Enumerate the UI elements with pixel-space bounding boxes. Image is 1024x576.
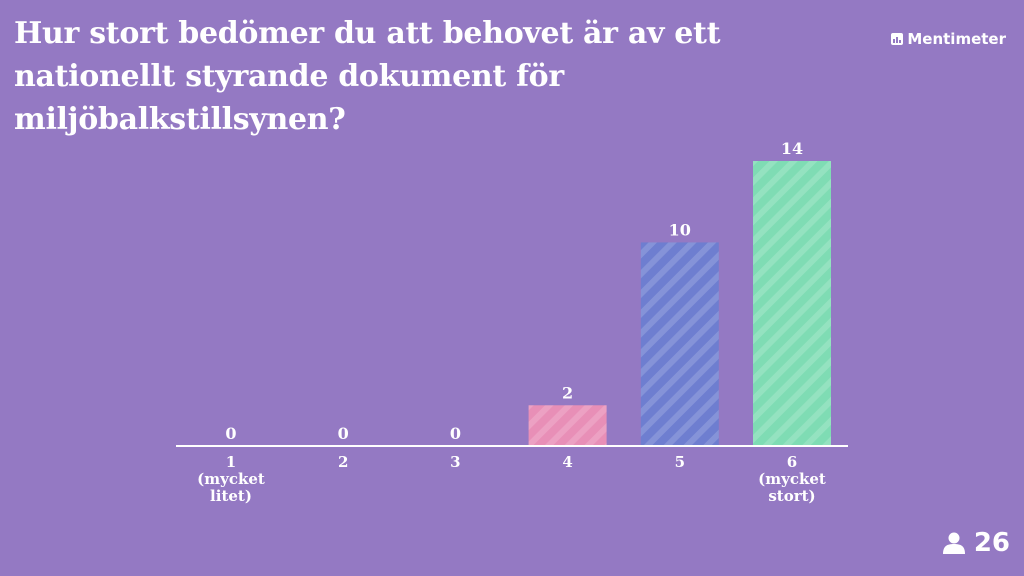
participant-count: 26 <box>942 528 1010 558</box>
category-label-1: 1 (mycket litet) <box>197 453 265 505</box>
value-label-2: 0 <box>338 424 349 443</box>
category-label-2: 2 <box>338 453 348 471</box>
value-label-1: 0 <box>225 424 236 443</box>
value-label-3: 0 <box>450 424 461 443</box>
category-label-3: 3 <box>450 453 460 471</box>
mentimeter-logo-icon <box>891 33 904 45</box>
question-title: Hur stort bedömer du att behovet är av e… <box>14 16 721 137</box>
participant-number: 26 <box>973 528 1010 558</box>
category-label-6: 6 (mycket stort) <box>758 453 826 505</box>
person-icon <box>942 532 965 554</box>
category-label-4: 4 <box>562 453 572 471</box>
bar-5-stripes <box>640 242 719 446</box>
mentimeter-brand: Mentimeter <box>891 30 1006 48</box>
value-label-4: 2 <box>562 383 573 402</box>
category-label-5: 5 <box>675 453 685 471</box>
bar-4-stripes <box>528 405 607 446</box>
value-label-6: 14 <box>781 139 803 158</box>
brand-name: Mentimeter <box>907 30 1006 48</box>
bar-6-stripes <box>753 161 831 446</box>
value-label-5: 10 <box>669 220 691 239</box>
